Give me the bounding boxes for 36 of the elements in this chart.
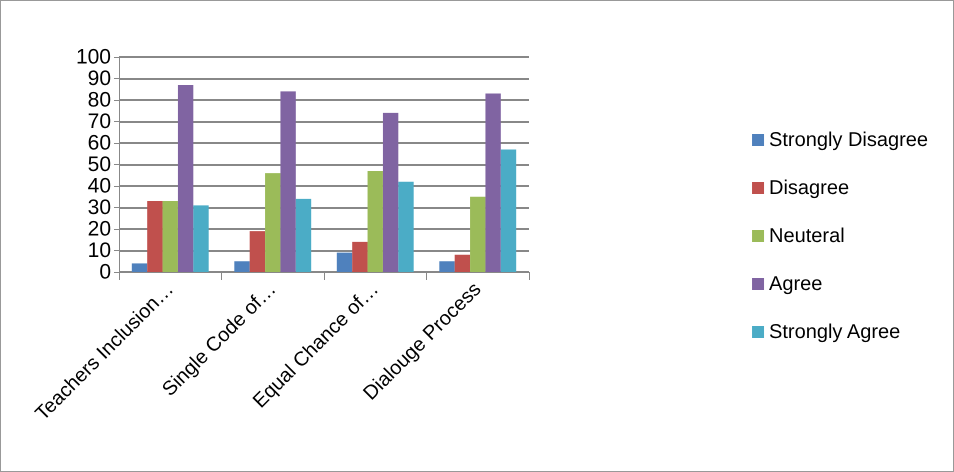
legend-label: Neuteral bbox=[769, 225, 845, 247]
y-tick-label: 30 bbox=[88, 196, 111, 219]
y-tick-label: 90 bbox=[88, 67, 111, 90]
bar bbox=[439, 261, 455, 272]
bar bbox=[147, 201, 163, 272]
y-tick-label: 60 bbox=[88, 132, 111, 154]
y-tick-label: 100 bbox=[76, 46, 111, 68]
legend-label: Agree bbox=[769, 273, 822, 295]
bar bbox=[470, 196, 486, 272]
bar bbox=[296, 198, 312, 272]
bar bbox=[398, 182, 414, 272]
bar bbox=[500, 149, 516, 272]
y-tick-label: 20 bbox=[88, 218, 111, 240]
bar bbox=[485, 94, 501, 272]
y-tick-label: 80 bbox=[88, 88, 111, 112]
bar bbox=[265, 173, 280, 272]
bar bbox=[162, 201, 178, 272]
bar bbox=[280, 91, 296, 272]
bar bbox=[368, 170, 383, 272]
bar bbox=[193, 205, 209, 272]
y-tick-label: 0 bbox=[99, 260, 111, 284]
bar bbox=[234, 261, 250, 272]
bar bbox=[250, 231, 266, 272]
y-tick-label: 10 bbox=[88, 239, 111, 262]
y-tick-label: 40 bbox=[88, 174, 111, 198]
bar bbox=[132, 263, 148, 272]
y-tick-label: 50 bbox=[88, 153, 111, 176]
bar bbox=[178, 84, 194, 272]
y-tick-label: 70 bbox=[88, 110, 111, 133]
bar bbox=[352, 242, 368, 272]
bar bbox=[336, 252, 352, 272]
bar bbox=[454, 254, 470, 272]
legend-label: Strongly Agree bbox=[769, 321, 900, 343]
bar bbox=[382, 112, 398, 272]
legend-label: Strongly Disagree bbox=[769, 129, 928, 151]
legend-label: Disagree bbox=[769, 177, 850, 199]
